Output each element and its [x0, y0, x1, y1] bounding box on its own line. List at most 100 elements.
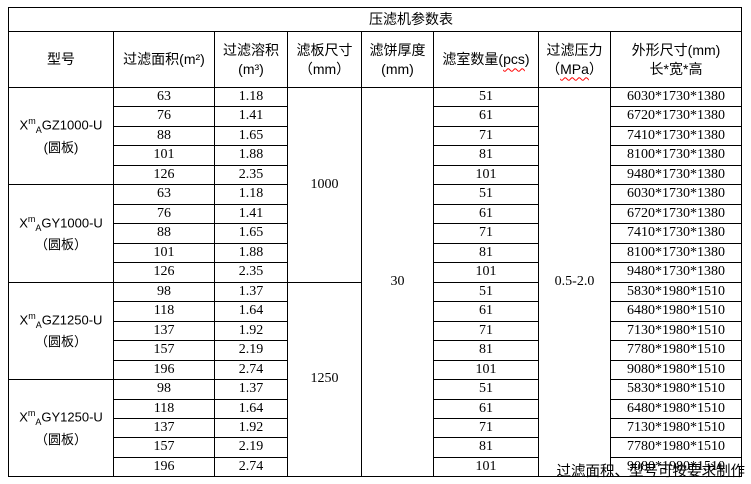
cell-dimensions: 6720*1730*1380	[610, 203, 742, 225]
cell-plate-size-1250: 1250	[287, 281, 362, 478]
cell-volume: 1.18	[214, 184, 288, 205]
cell-area: 196	[113, 359, 215, 381]
pressure-close-paren: ）	[588, 60, 603, 77]
cell-chambers: 101	[433, 456, 539, 478]
cell-chambers: 61	[433, 301, 539, 322]
cell-area: 126	[113, 164, 215, 186]
cell-chambers: 81	[433, 340, 539, 361]
table-row: 88 1.65 71 7410*1730*1380	[9, 223, 742, 244]
cell-volume: 2.74	[214, 359, 288, 381]
table-row: 118 1.64 61 6480*1980*1510	[9, 301, 742, 322]
cell-chambers: 81	[433, 437, 539, 458]
cell-volume: 1.65	[214, 223, 288, 244]
cell-cake-thickness: 30	[361, 86, 434, 478]
table-row: 196 2.74 101 9080*1980*1510	[9, 456, 742, 478]
model-cell-gz1250: XmAGZ1250-U （圆板）	[8, 281, 114, 381]
cell-volume: 2.35	[214, 262, 288, 283]
col-header-pressure-line2: （MPa）	[540, 60, 610, 78]
col-header-volume-line1: 过滤溶积	[223, 42, 279, 59]
table-row: 126 2.35 101 9480*1730*1380	[9, 164, 742, 186]
table-row: 101 1.88 81 8100*1730*1380	[9, 242, 742, 264]
pressure-open-paren: （	[546, 60, 561, 77]
cell-dimensions: 5830*1980*1510	[610, 379, 742, 400]
cell-dimensions: 6720*1730*1380	[610, 106, 742, 127]
table-row: 101 1.88 81 8100*1730*1380	[9, 145, 742, 166]
table-row: 118 1.64 61 6480*1980*1510	[9, 398, 742, 419]
model-name: XmAGY1250-U	[19, 408, 103, 428]
cell-area: 76	[113, 106, 215, 127]
cell-dimensions: 9480*1730*1380	[610, 164, 742, 186]
cell-area: 137	[113, 320, 215, 342]
col-header-area: 过滤面积(m²)	[113, 31, 215, 88]
model-name: XmAGZ1000-U	[19, 116, 103, 136]
table-row: 126 2.35 101 9480*1730*1380	[9, 262, 742, 283]
cell-dimensions: 6480*1980*1510	[610, 301, 742, 322]
table-row: 76 1.41 61 6720*1730*1380	[9, 203, 742, 225]
cell-area: 98	[113, 379, 215, 400]
cell-dimensions: 7130*1980*1510	[610, 417, 742, 439]
cell-volume: 1.92	[214, 417, 288, 439]
col-header-dimensions: 外形尺寸(mm) 长*宽*高	[610, 31, 742, 88]
cell-volume: 2.19	[214, 340, 288, 361]
col-header-volume: 过滤溶积 (m³)	[214, 31, 288, 88]
cell-plate-size-1000: 1000	[287, 87, 362, 283]
cell-chambers: 51	[433, 184, 539, 205]
cell-area: 137	[113, 417, 215, 439]
cell-volume: 1.64	[214, 398, 288, 419]
cell-chambers: 71	[433, 223, 539, 244]
cell-pressure: 0.5-2.0	[538, 86, 611, 478]
cell-chambers: 71	[433, 320, 539, 342]
table-row: 137 1.92 71 7130*1980*1510	[9, 417, 742, 439]
cell-volume: 1.41	[214, 106, 288, 127]
cell-dimensions: 6480*1980*1510	[610, 398, 742, 419]
cell-chambers: 81	[433, 145, 539, 166]
cell-area: 88	[113, 223, 215, 244]
col-header-model: 型号	[8, 31, 114, 88]
cell-chambers: 81	[433, 242, 539, 264]
cell-volume: 2.35	[214, 164, 288, 186]
table-row: 137 1.92 71 7130*1980*1510	[9, 320, 742, 342]
cell-dimensions: 8100*1730*1380	[610, 242, 742, 264]
cell-volume: 1.37	[214, 281, 288, 303]
cell-chambers: 51	[433, 281, 539, 303]
cell-chambers: 101	[433, 164, 539, 186]
cell-chambers: 51	[433, 379, 539, 400]
cell-volume: 1.37	[214, 379, 288, 400]
cell-dimensions: 7780*1980*1510	[610, 437, 742, 458]
model-name: XmAGY1000-U	[19, 213, 103, 233]
cell-volume: 1.92	[214, 320, 288, 342]
table-row: XmAGY1000-U （圆板） 63 1.18 51 6030*1730*13…	[8, 184, 742, 283]
cell-area: 196	[113, 456, 215, 478]
col-header-chambers: 滤室数量(pcs)	[433, 31, 539, 88]
model-cell-gy1250: XmAGY1250-U （圆板）	[8, 379, 114, 478]
model-cell-gy1000: XmAGY1000-U （圆板）	[8, 184, 114, 283]
model-name: XmAGZ1250-U	[19, 310, 103, 330]
cell-dimensions: 7410*1730*1380	[610, 125, 742, 147]
col-header-pressure-line1: 过滤压力	[546, 42, 603, 59]
cell-volume: 2.19	[214, 437, 288, 458]
spellcheck-underline-pcs: pcs	[503, 51, 525, 68]
cell-dimensions: 9080*1980*1510	[610, 456, 742, 478]
model-variant: (圆板)	[43, 139, 79, 155]
cell-dimensions: 7780*1980*1510	[610, 340, 742, 361]
cell-volume: 1.88	[214, 145, 288, 166]
cell-area: 118	[113, 301, 215, 322]
col-header-dims-line2: 长*宽*高	[649, 60, 703, 77]
cell-dimensions: 5830*1980*1510	[610, 281, 742, 303]
cell-area: 157	[113, 340, 215, 361]
col-header-plate-line2: （mm）	[298, 60, 351, 77]
cell-area: 126	[113, 262, 215, 283]
col-header-plate-line1: 滤板尺寸	[296, 42, 353, 59]
table-header-row: 型号 过滤面积(m²) 过滤溶积 (m³) 滤板尺寸 （mm） 滤饼厚度 (mm…	[8, 31, 742, 88]
cell-chambers: 61	[433, 203, 539, 225]
cell-volume: 1.64	[214, 301, 288, 322]
cell-area: 157	[113, 437, 215, 458]
table-row: XmAGY1250-U （圆板） 98 1.37 51 5830*1980*15…	[8, 379, 742, 478]
cell-area: 101	[113, 242, 215, 264]
cell-area: 63	[113, 86, 215, 108]
cell-chambers: 51	[433, 86, 539, 108]
table-title-row: 压滤机参数表	[8, 7, 742, 32]
cell-dimensions: 9080*1980*1510	[610, 359, 742, 381]
col-header-volume-line2: (m³)	[238, 60, 264, 77]
